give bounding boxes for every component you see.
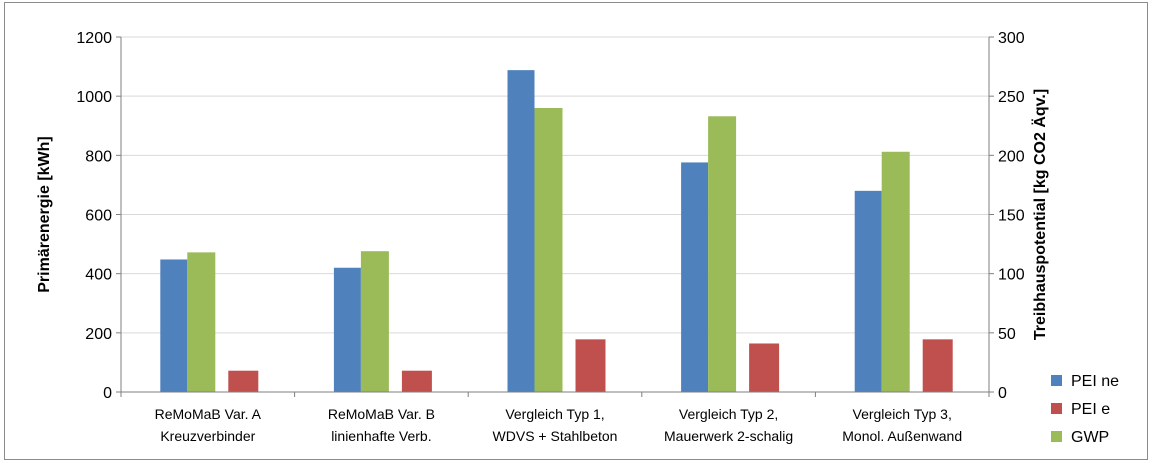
- bar-pei-ne: [160, 259, 188, 392]
- bar-gwp: [534, 108, 563, 392]
- bar-pei-ne: [681, 162, 709, 392]
- y-axis-tick-label: 800: [85, 148, 112, 165]
- x-axis-tick-label: linienhafte Verb.: [331, 428, 431, 444]
- bar-pei-ne: [507, 70, 535, 392]
- bar-pei-ne: [854, 190, 882, 392]
- bar-pei-e: [749, 343, 780, 392]
- y-axis-tick-label: 1200: [76, 30, 112, 47]
- bar-gwp: [360, 251, 389, 392]
- bar-chart: 0 200 400 600 800 1000 1200 0 50 100 150 200 250 300 R…: [36, 30, 1119, 446]
- x-axis-tick-label: ReMoMaB Var. A: [155, 406, 262, 422]
- y-axis-tick-label: 600: [85, 208, 112, 225]
- y-axis-tick-label: 1000: [76, 89, 112, 106]
- bar-pei-e: [922, 339, 953, 392]
- bar-pei-ne: [333, 267, 361, 392]
- y-axis-tick-label: 200: [85, 326, 112, 343]
- legend-label: PEI e: [1071, 401, 1110, 418]
- bar-pei-e: [575, 339, 606, 392]
- x-axis-tick-label: Mauerwerk 2-schalig: [664, 428, 793, 444]
- y-axis-title: Primärenergie [kWh]: [36, 136, 53, 292]
- y2-axis-tick-label: 200: [998, 148, 1025, 165]
- x-axis-tick-label: Monol. Außenwand: [842, 428, 962, 444]
- y2-axis-tick-label: 300: [998, 30, 1025, 47]
- legend-swatch-pei-ne: [1051, 375, 1062, 386]
- y-axis-tick-label: 0: [103, 385, 112, 402]
- y-axis-tick-label: 400: [85, 267, 112, 284]
- bar-gwp: [708, 116, 737, 393]
- bar-pei-e: [401, 370, 432, 392]
- x-axis-tick-label: WDVS + Stahlbeton: [493, 428, 618, 444]
- legend-label: GWP: [1071, 429, 1109, 446]
- x-axis-tick-label: ReMoMaB Var. B: [328, 406, 435, 422]
- y2-axis-tick-label: 0: [998, 385, 1007, 402]
- y2-axis-tick-label: 150: [998, 208, 1025, 225]
- bar-gwp: [187, 252, 216, 392]
- x-axis-tick-label: Vergleich Typ 2,: [679, 406, 778, 422]
- y2-axis-title: Treibhauspotential [kg CO2 Äqv.]: [1031, 89, 1049, 340]
- legend-swatch-gwp: [1051, 431, 1062, 442]
- y2-axis-tick-label: 250: [998, 89, 1025, 106]
- x-axis-tick-label: Kreuzverbinder: [160, 428, 255, 444]
- legend-label: PEI ne: [1071, 373, 1119, 390]
- legend-swatch-pei-e: [1051, 403, 1062, 414]
- bar-pei-e: [228, 370, 259, 392]
- y2-axis-tick-label: 100: [998, 267, 1025, 284]
- y2-axis-tick-label: 50: [998, 326, 1016, 343]
- chart-frame: 0 200 400 600 800 1000 1200 0 50 100 150 200 250 300 R…: [4, 2, 1148, 460]
- x-axis-tick-label: Vergleich Typ 1,: [505, 406, 604, 422]
- bar-gwp: [881, 151, 910, 392]
- x-axis-tick-label: Vergleich Typ 3,: [853, 406, 952, 422]
